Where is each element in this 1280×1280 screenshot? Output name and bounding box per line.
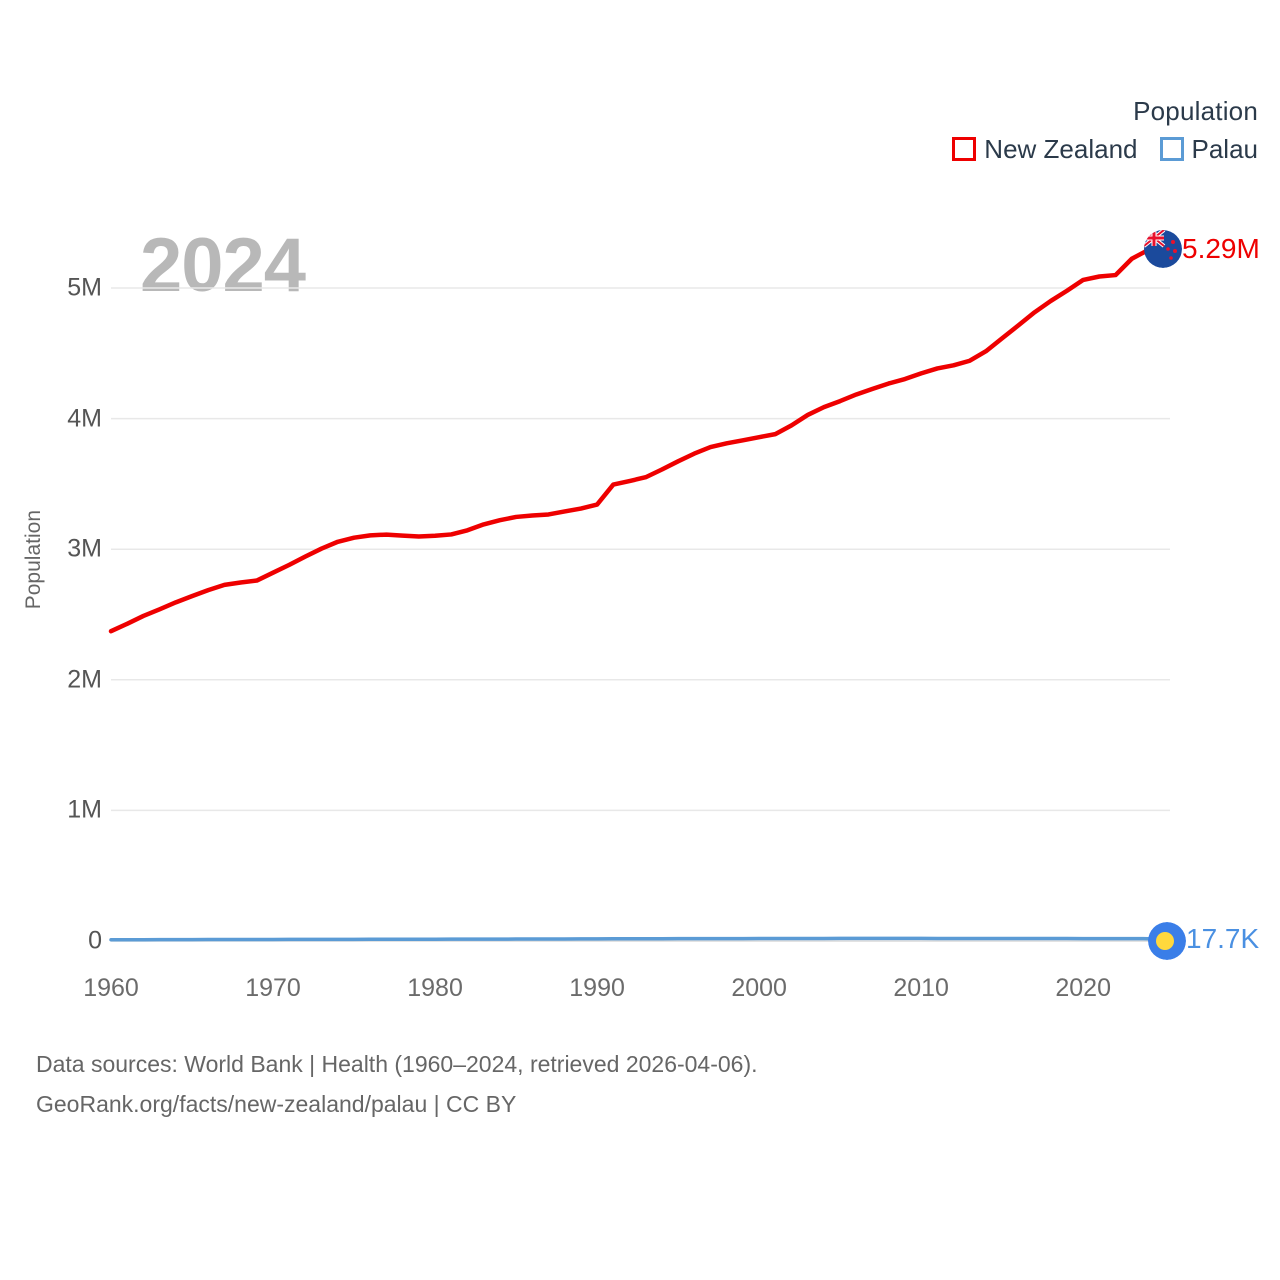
y-tick-1M: 1M bbox=[67, 795, 102, 824]
y-tick-0: 0 bbox=[88, 926, 102, 955]
x-tick-1980: 1980 bbox=[407, 974, 463, 1002]
year-watermark: 2024 bbox=[140, 223, 306, 308]
palau-end-value: 17.7K bbox=[1186, 923, 1260, 954]
legend-item-new-zealand[interactable]: New Zealand bbox=[952, 134, 1138, 164]
chart-legend: Population New Zealand Palau bbox=[952, 96, 1258, 164]
palau-flag-icon bbox=[1148, 922, 1186, 960]
y-tick-4M: 4M bbox=[67, 404, 102, 433]
legend-swatch-palau bbox=[1159, 137, 1184, 161]
footer-attribution: Data sources: World Bank | Health (1960–… bbox=[36, 1044, 758, 1124]
legend-swatch-new-zealand bbox=[952, 137, 977, 161]
y-axis-label: Population bbox=[22, 510, 45, 610]
new-zealand-flag-icon bbox=[1144, 230, 1182, 268]
series-line-palau bbox=[109, 936, 1150, 942]
x-tick-1970: 1970 bbox=[245, 974, 301, 1002]
legend-item-palau[interactable]: Palau bbox=[1159, 134, 1259, 164]
new-zealand-end-value: 5.29M bbox=[1182, 233, 1260, 264]
footer-line-1: Data sources: World Bank | Health (1960–… bbox=[36, 1051, 758, 1077]
y-tick-2M: 2M bbox=[67, 665, 102, 694]
series-line-new-zealand bbox=[108, 247, 1151, 634]
x-tick-2010: 2010 bbox=[893, 974, 949, 1002]
legend-label-new-zealand: New Zealand bbox=[984, 134, 1138, 164]
footer-line-2: GeoRank.org/facts/new-zealand/palau | CC… bbox=[36, 1091, 517, 1117]
legend-title: Population bbox=[1133, 96, 1258, 126]
legend-items: New Zealand Palau bbox=[952, 134, 1258, 164]
gridlines bbox=[111, 287, 1170, 942]
series-paths bbox=[108, 247, 1151, 942]
x-tick-2020: 2020 bbox=[1055, 974, 1111, 1002]
legend-label-palau: Palau bbox=[1191, 134, 1259, 164]
x-tick-1960: 1960 bbox=[83, 974, 139, 1002]
x-tick-1990: 1990 bbox=[569, 974, 625, 1002]
x-tick-2000: 2000 bbox=[731, 974, 787, 1002]
y-tick-3M: 3M bbox=[67, 534, 102, 563]
y-tick-5M: 5M bbox=[67, 273, 102, 302]
